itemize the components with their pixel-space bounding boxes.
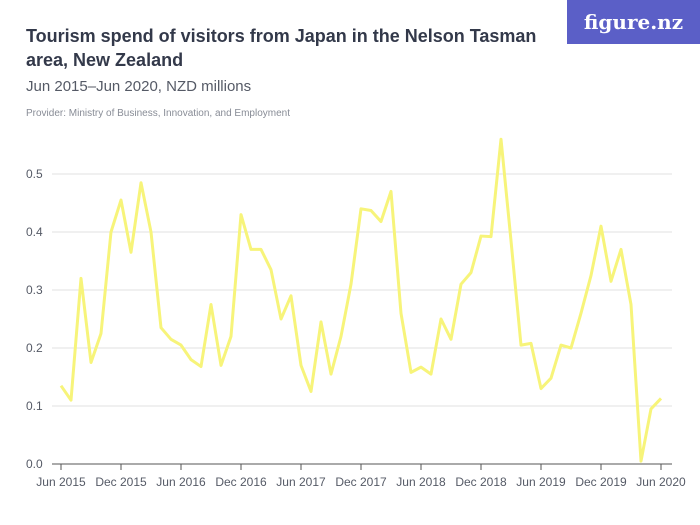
y-tick-label: 0.2 bbox=[26, 341, 43, 355]
chart-subtitle: Jun 2015–Jun 2020, NZD millions bbox=[26, 78, 252, 95]
provider-note: Provider: Ministry of Business, Innovati… bbox=[26, 108, 291, 119]
x-tick-label: Dec 2019 bbox=[575, 475, 627, 489]
figure-nz-logo[interactable]: figure.nz bbox=[567, 0, 700, 44]
x-tick-label: Jun 2020 bbox=[636, 475, 686, 489]
y-tick-label: 0.5 bbox=[26, 167, 43, 181]
chart-title: Tourism spend of visitors from Japan in … bbox=[26, 26, 537, 70]
x-tick-label: Dec 2016 bbox=[215, 475, 267, 489]
y-tick-label: 0.3 bbox=[26, 283, 43, 297]
x-tick-label: Jun 2018 bbox=[396, 475, 446, 489]
y-tick-label: 0.4 bbox=[26, 225, 43, 239]
x-tick-label: Jun 2016 bbox=[156, 475, 206, 489]
x-tick-label: Dec 2018 bbox=[455, 475, 507, 489]
y-tick-label: 0.0 bbox=[26, 457, 43, 471]
x-tick-label: Jun 2017 bbox=[276, 475, 326, 489]
x-tick-label: Dec 2015 bbox=[95, 475, 147, 489]
x-tick-label: Dec 2017 bbox=[335, 475, 387, 489]
series-line bbox=[59, 137, 663, 463]
y-tick-label: 0.1 bbox=[26, 399, 43, 413]
x-tick-label: Jun 2019 bbox=[516, 475, 566, 489]
x-tick-label: Jun 2015 bbox=[36, 475, 86, 489]
